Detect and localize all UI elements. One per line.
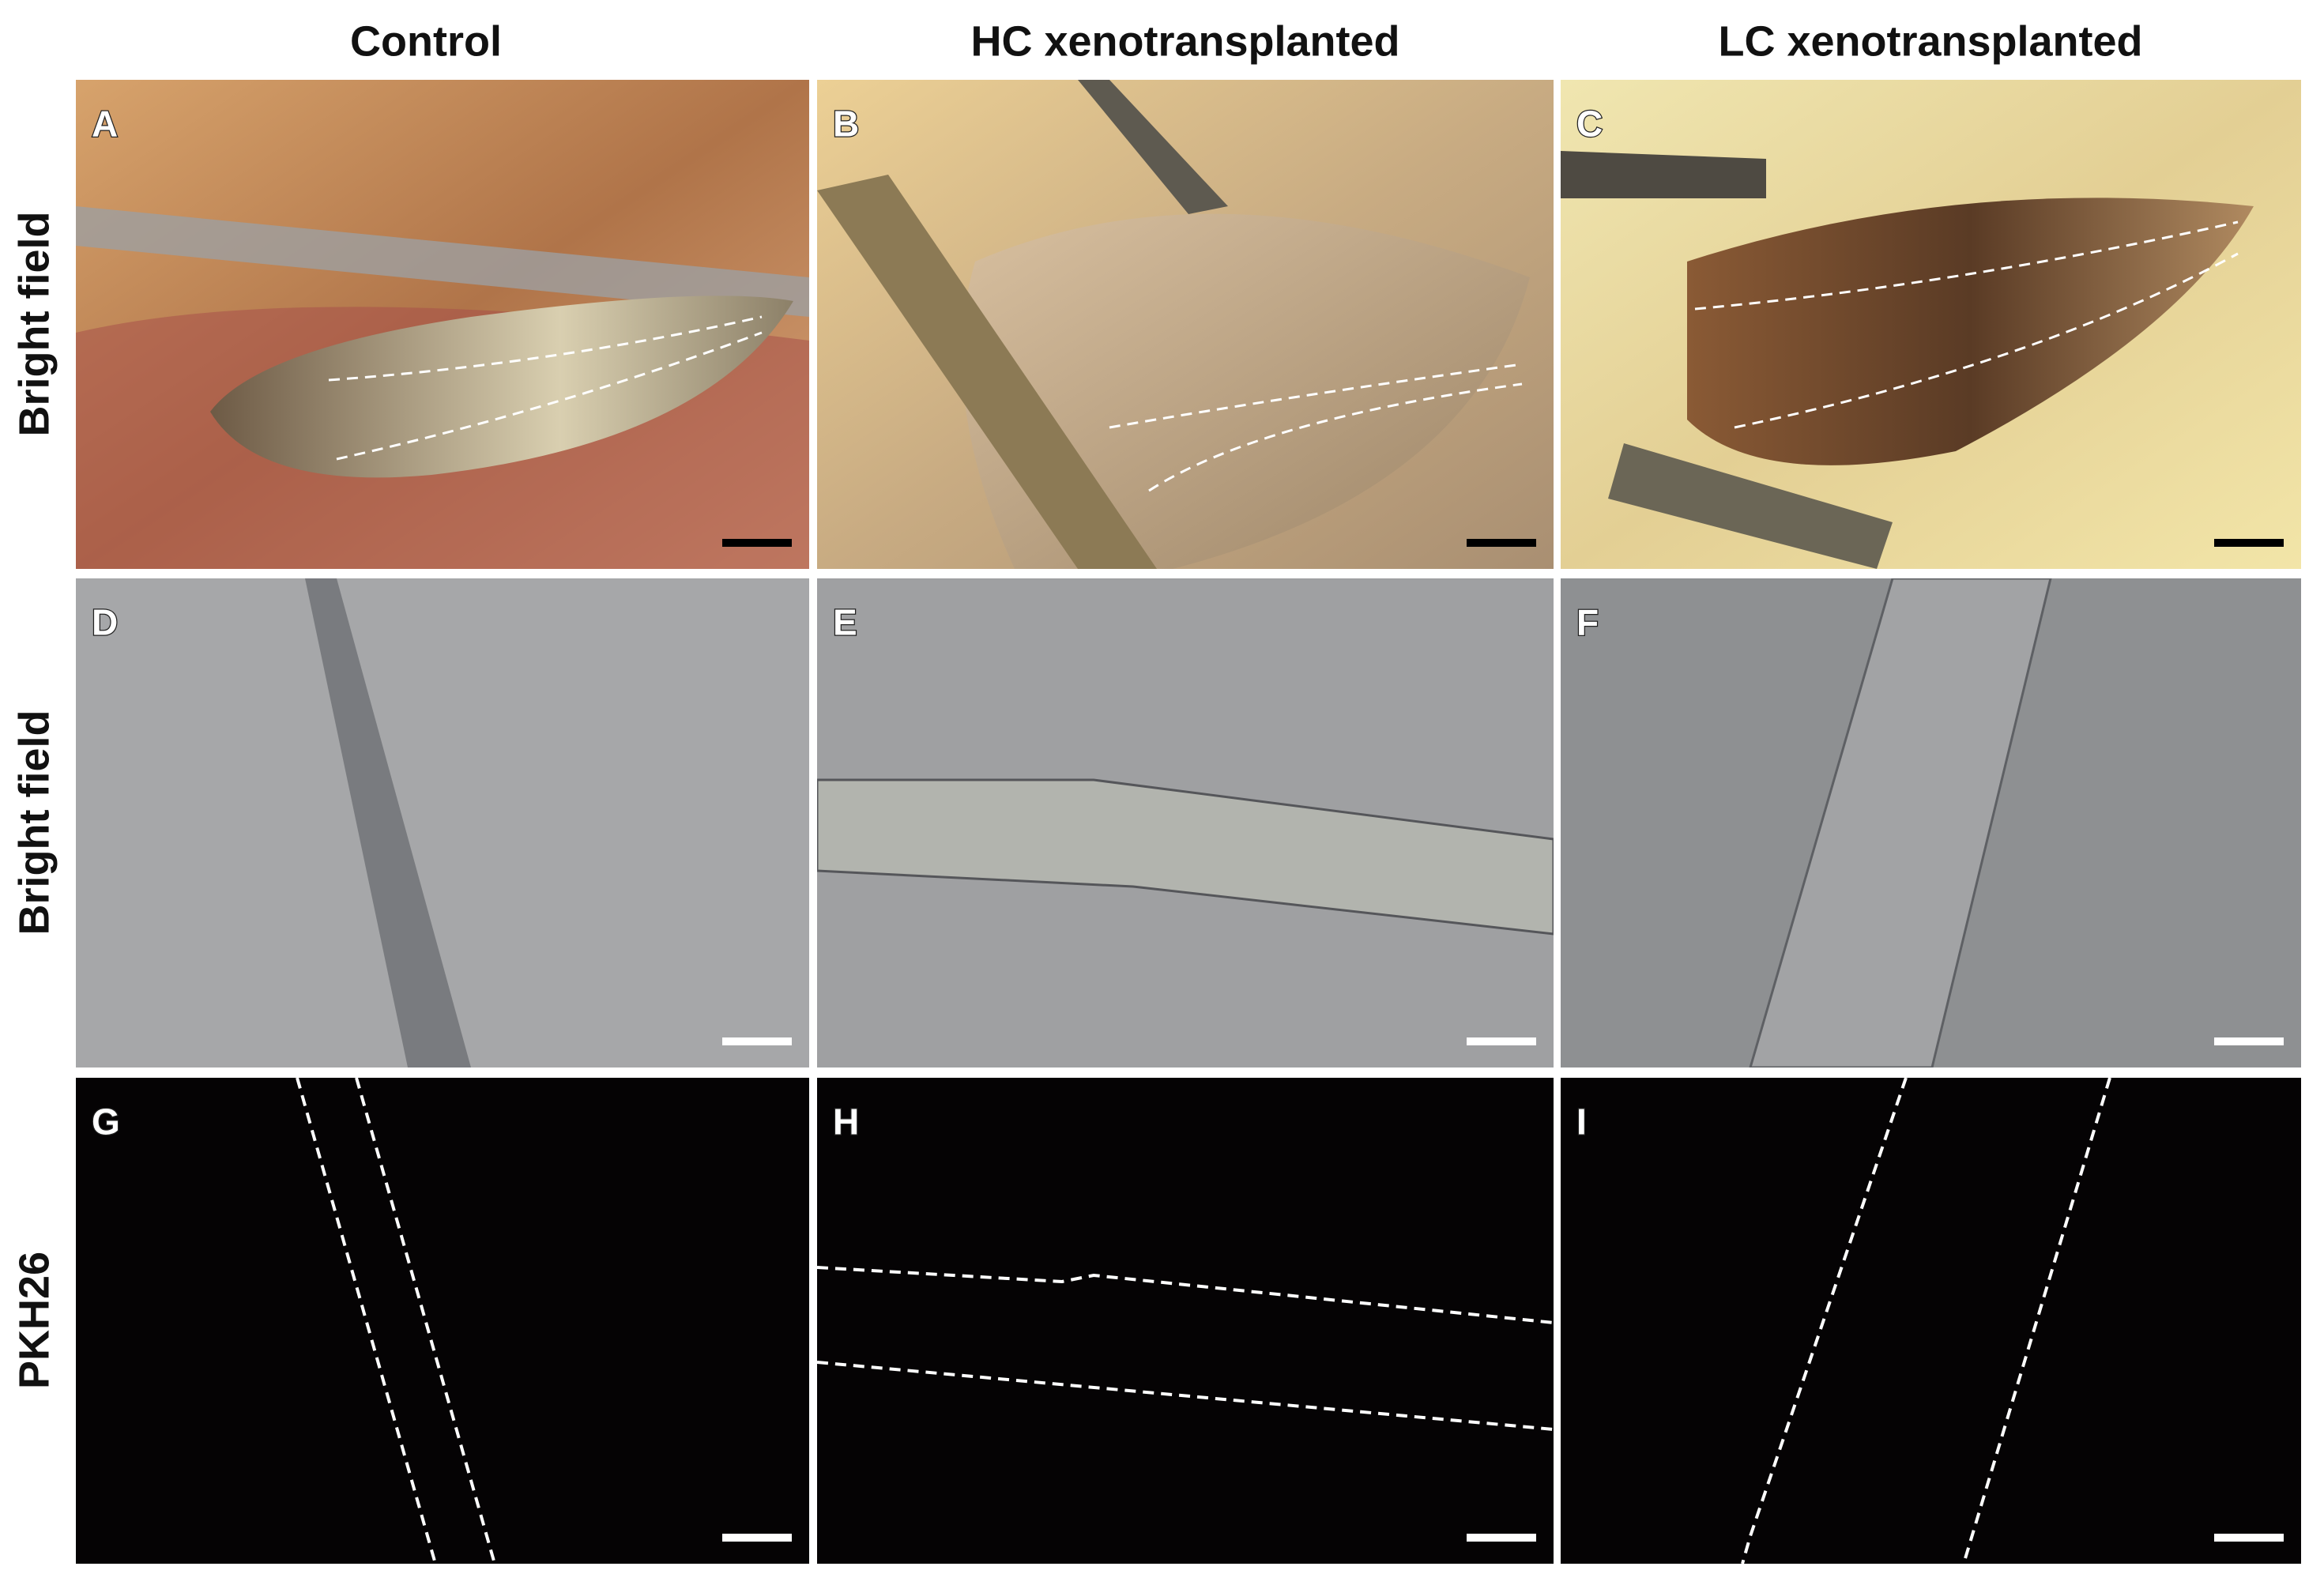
- outline: [355, 1078, 496, 1564]
- outline: [1962, 1078, 2111, 1564]
- panel-letter: B: [833, 104, 859, 145]
- fluorescence: [1561, 1078, 2301, 1564]
- scale-bar: [722, 1534, 792, 1542]
- row-label: Bright field: [10, 710, 58, 936]
- panel: A: [76, 80, 809, 569]
- panel-letter: A: [92, 104, 118, 145]
- panel-image: [1561, 1078, 2301, 1564]
- panel-image: [1561, 80, 2301, 569]
- rod: [1561, 151, 1766, 198]
- panel-image: [76, 1078, 809, 1564]
- outline: [336, 331, 763, 461]
- column-header: Control: [350, 17, 502, 65]
- fish: [210, 296, 793, 478]
- row-label: PKH26: [10, 1252, 58, 1389]
- panel-letter: E: [833, 602, 857, 643]
- panel: I: [1561, 1078, 2301, 1564]
- row-label: Bright field: [10, 212, 58, 437]
- panel-image: [817, 80, 1554, 569]
- panel-letter: G: [92, 1101, 120, 1143]
- fiber: [305, 578, 471, 1067]
- scale-bar: [722, 539, 792, 547]
- fiber: [1749, 578, 2052, 1067]
- scale-bar: [1467, 1037, 1536, 1045]
- fluorescence: [76, 1078, 809, 1564]
- rod: [1608, 443, 1893, 569]
- rod: [1078, 80, 1228, 214]
- panel: E: [817, 578, 1554, 1067]
- panel-letter: I: [1576, 1101, 1587, 1143]
- outline: [817, 1361, 1554, 1431]
- panel-image: [76, 578, 809, 1067]
- fluorescence: [817, 1078, 1554, 1564]
- panel-image: [1561, 578, 2301, 1067]
- scale-bar: [2214, 1534, 2284, 1542]
- forceps: [76, 206, 809, 317]
- panel: B: [817, 80, 1554, 569]
- panel-image: [817, 1078, 1554, 1564]
- outline: [296, 1078, 437, 1564]
- panel-letter: H: [833, 1101, 859, 1143]
- rod: [817, 175, 1157, 569]
- panel: F: [1561, 578, 2301, 1067]
- panel: C: [1561, 80, 2301, 569]
- column-header: LC xenotransplanted: [1718, 17, 2142, 65]
- scale-bar: [1467, 1534, 1536, 1542]
- panel-grid: A B C D E F G H I: [76, 80, 2301, 1564]
- panel: D: [76, 578, 809, 1067]
- outline: [817, 1266, 1554, 1324]
- scale-bar: [2214, 539, 2284, 547]
- panel-letter: F: [1576, 602, 1599, 643]
- outline: [1109, 363, 1523, 429]
- fish: [962, 213, 1530, 569]
- panel-letter: C: [1576, 104, 1603, 145]
- panel-image: [76, 80, 809, 569]
- fish: [1687, 198, 2254, 465]
- outline: [1148, 382, 1523, 492]
- panel: G: [76, 1078, 809, 1564]
- panel-image: [817, 578, 1554, 1067]
- outline: [328, 315, 763, 382]
- scale-bar: [1467, 539, 1536, 547]
- scale-bar: [722, 1037, 792, 1045]
- column-header: HC xenotransplanted: [970, 17, 1399, 65]
- panel-letter: D: [92, 602, 118, 643]
- fiber: [817, 778, 1554, 936]
- scale-bar: [2214, 1037, 2284, 1045]
- panel: H: [817, 1078, 1554, 1564]
- outline: [1694, 220, 2239, 311]
